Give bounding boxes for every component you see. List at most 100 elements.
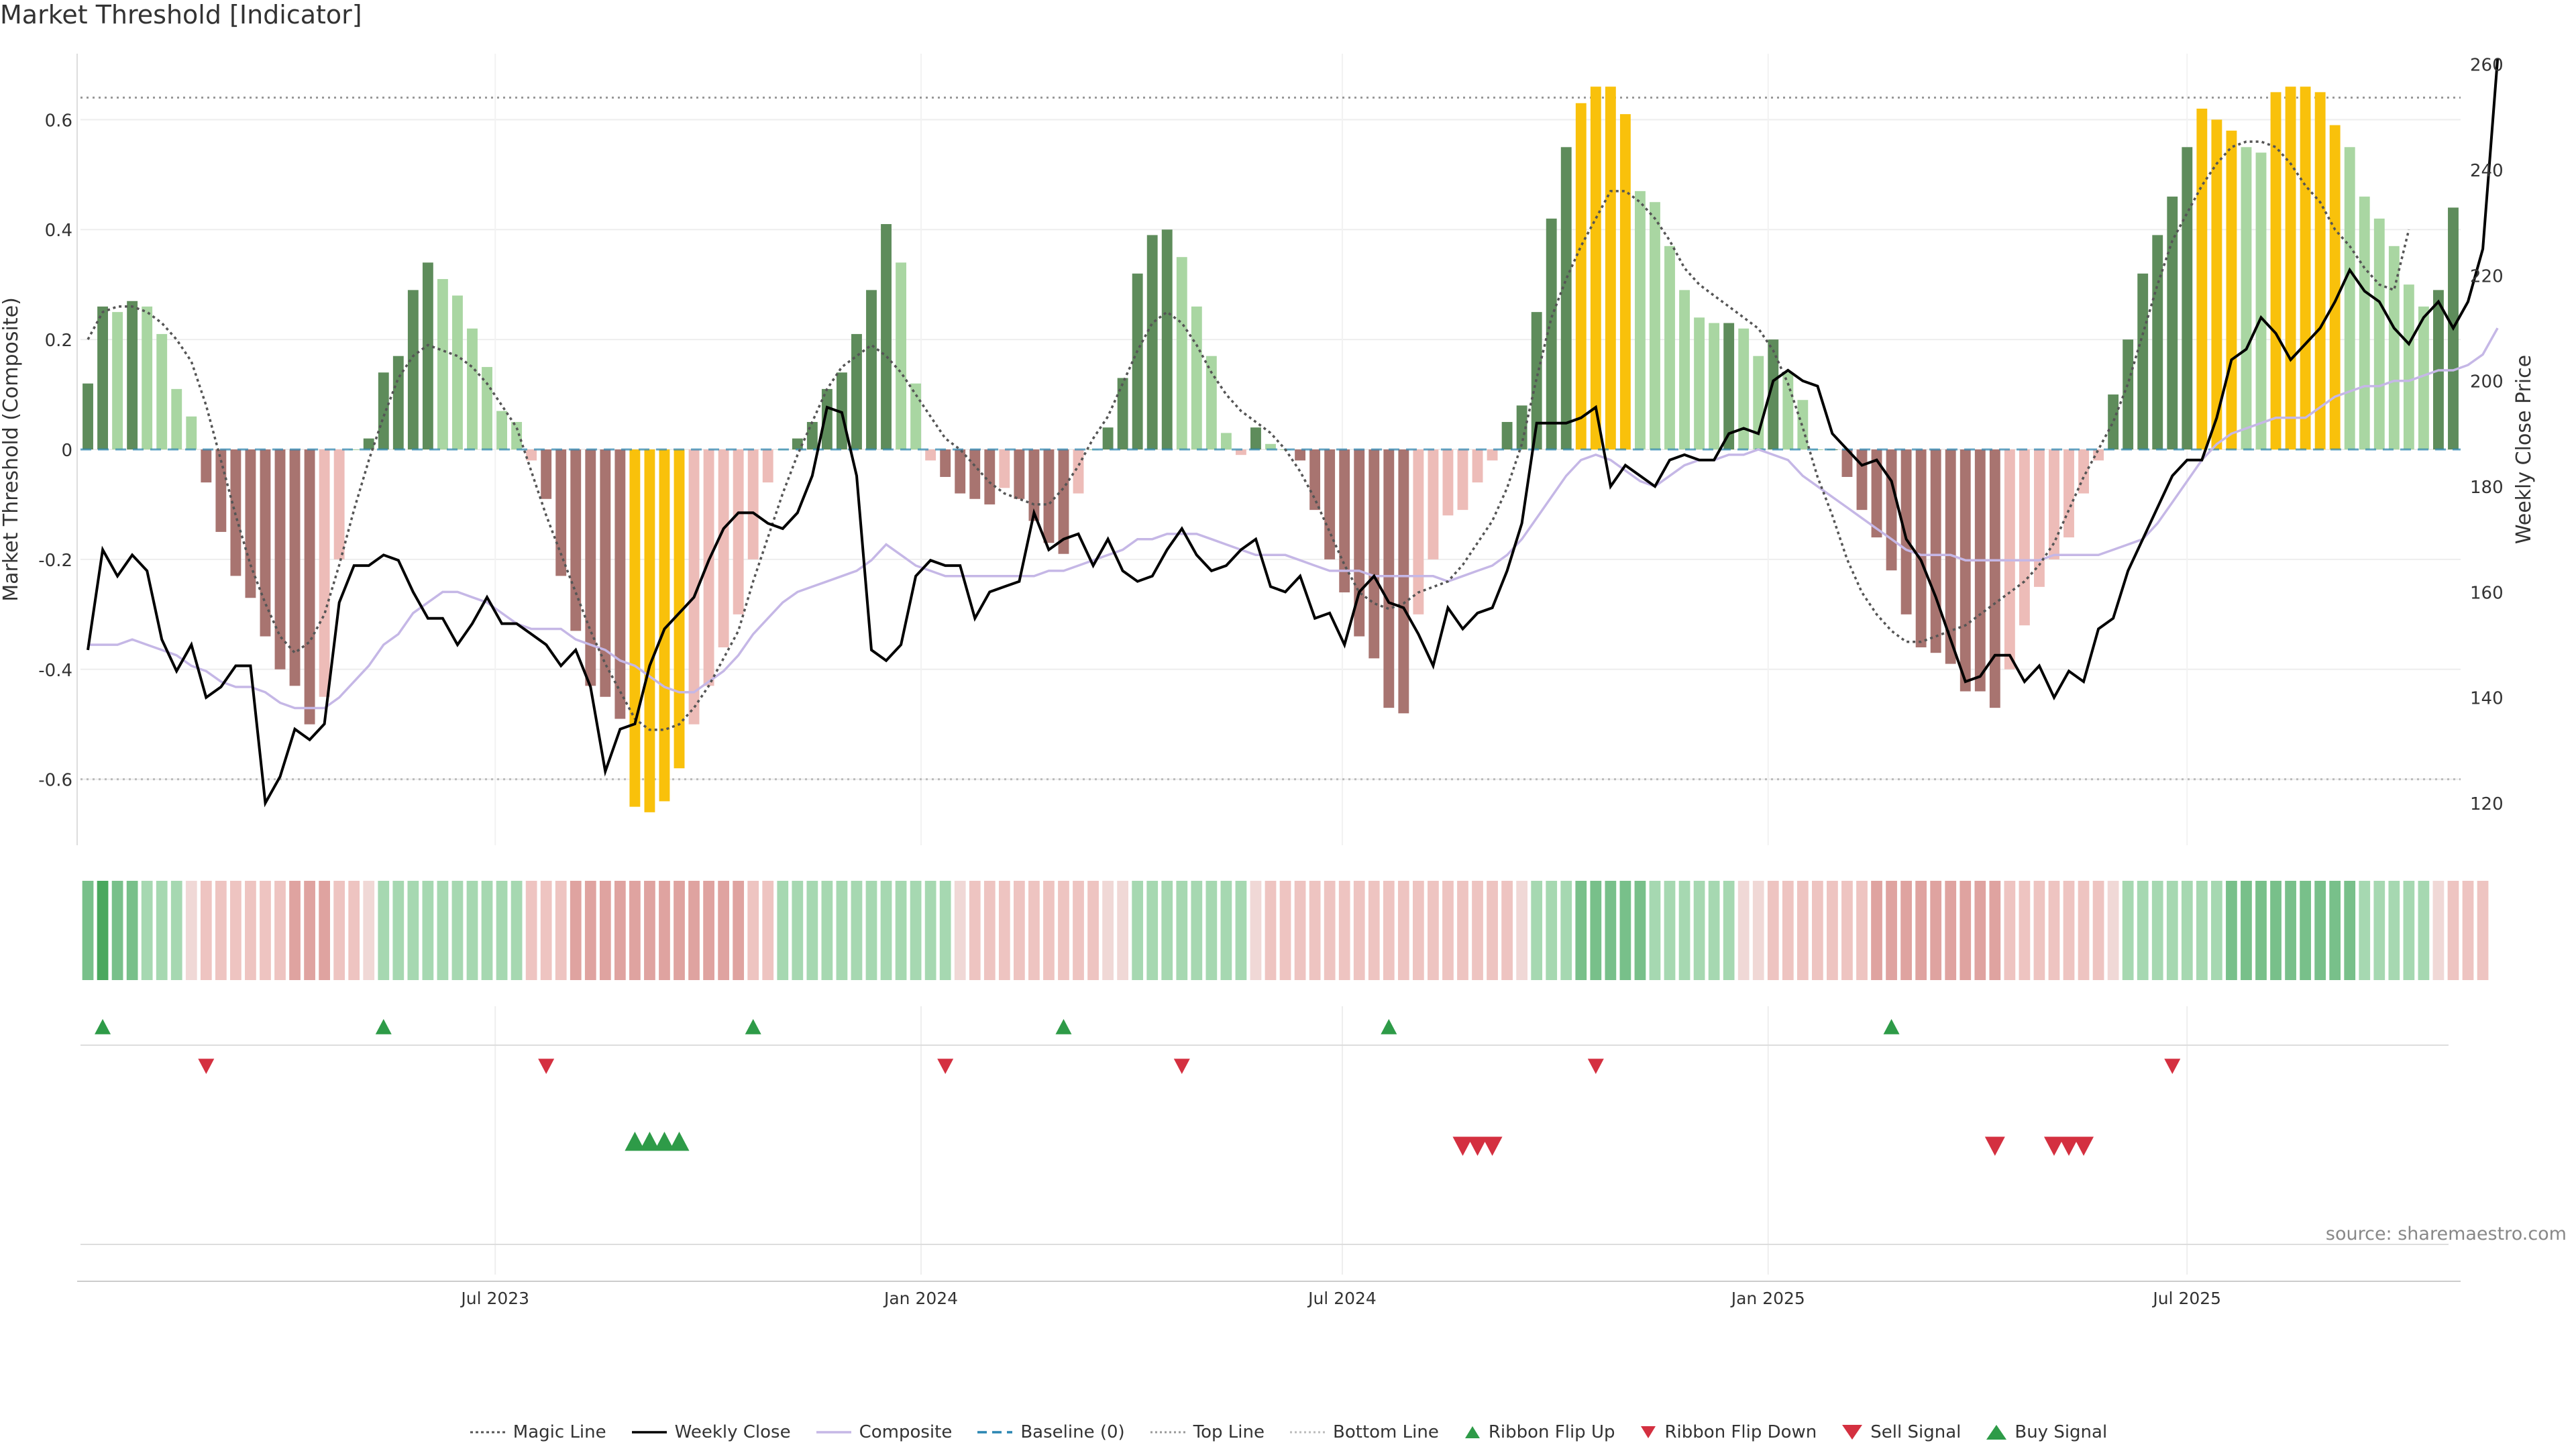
flip-up-triangle-icon: [1464, 1426, 1480, 1438]
composite-bar: [215, 449, 227, 532]
ribbon-cell: [584, 881, 596, 980]
legend-item-bottom: Bottom Line: [1289, 1422, 1439, 1442]
ribbon-cell: [333, 881, 345, 980]
composite-bar: [186, 416, 197, 449]
ribbon-cell: [2181, 881, 2193, 980]
composite-bar: [585, 449, 596, 686]
ribbon-cell: [378, 881, 390, 980]
ribbon-cell: [1073, 881, 1084, 980]
ribbon-cell: [422, 881, 434, 980]
composite-bar: [2300, 87, 2311, 449]
composite-bar: [304, 449, 315, 724]
ribbon-flip-down-marker: [538, 1059, 555, 1074]
composite-bar: [718, 449, 729, 647]
ribbon-cell: [2211, 881, 2222, 980]
sell-signal-marker: [2059, 1136, 2080, 1156]
ribbon-cell: [1472, 881, 1483, 980]
composite-bar: [363, 438, 374, 449]
ribbon-cell: [1856, 881, 1868, 980]
baseline-swatch: [977, 1431, 1013, 1434]
ribbon-cell: [969, 881, 981, 980]
composite-bar: [1634, 191, 1646, 449]
composite-bar: [541, 449, 552, 499]
legend-label: Magic Line: [513, 1422, 606, 1442]
composite-bar: [2123, 339, 2134, 449]
composite-bar: [2418, 306, 2429, 449]
ribbon-cell: [2033, 881, 2045, 980]
composite-bar: [1309, 449, 1321, 511]
ribbon-cell: [437, 881, 449, 980]
ribbon-cell: [570, 881, 582, 980]
flip-down-triangle-icon: [1641, 1426, 1656, 1438]
signals-panel: [80, 1019, 2449, 1245]
ribbon-cell: [1767, 881, 1779, 980]
ribbon-cell: [2063, 881, 2075, 980]
composite-bar: [1028, 449, 1040, 521]
ribbon-cell: [2048, 881, 2060, 980]
ribbon-cell: [2388, 881, 2400, 980]
composite-bar: [1590, 87, 1601, 449]
ribbon-cell: [1737, 881, 1750, 980]
composite-bar: [2285, 87, 2296, 449]
ribbon-cell: [1383, 881, 1395, 980]
composite-bar: [1709, 323, 1720, 449]
composite-bar: [1753, 356, 1764, 449]
composite-bar: [1146, 235, 1158, 449]
legend-item-buy: Buy Signal: [1985, 1422, 2107, 1442]
composite-bar: [674, 449, 685, 769]
composite-bar: [2152, 235, 2163, 449]
composite-bar: [392, 356, 404, 449]
ribbon-flip-down-marker: [198, 1059, 215, 1074]
composite-bar: [1413, 449, 1424, 614]
legend-item-baseline: Baseline (0): [976, 1422, 1125, 1442]
legend-label: Buy Signal: [2015, 1422, 2108, 1442]
sell-signal-marker: [1452, 1136, 1473, 1156]
ribbon-cell: [1531, 881, 1543, 980]
ribbon-cell: [983, 881, 996, 980]
ribbon-cell: [2241, 881, 2252, 980]
ribbon-cell: [1989, 881, 2001, 980]
source-credit: source: sharemaestro.com: [2325, 1224, 2567, 1244]
ribbon-cell: [111, 881, 123, 980]
composite-bar: [1043, 449, 1055, 543]
ribbon-cell: [1250, 881, 1262, 980]
composite-bar: [629, 449, 641, 807]
composite-bar: [260, 449, 271, 637]
ribbon-cell: [2078, 881, 2090, 980]
ribbon-cell: [126, 881, 138, 980]
ribbon-cell: [747, 881, 759, 980]
ribbon-flip-up-marker: [375, 1019, 392, 1034]
y-tick-label: 0.6: [45, 111, 72, 131]
ribbon-cell: [2373, 881, 2385, 980]
magic-line-swatch: [470, 1431, 505, 1434]
composite-bar: [333, 449, 345, 559]
ribbon-cell: [718, 881, 729, 980]
y-tick-label: 0: [61, 441, 72, 461]
composite-bar: [1220, 433, 1232, 449]
composite-bar: [274, 449, 286, 669]
ribbon-cell: [954, 881, 966, 980]
composite-bar: [733, 449, 744, 614]
ribbon-cell: [880, 881, 892, 980]
ribbon-cell: [170, 881, 182, 980]
composite-bar: [1664, 246, 1675, 449]
ribbon-cell: [1605, 881, 1617, 980]
ribbon-flip-up-marker: [745, 1019, 761, 1034]
x-tick-label: Jul 2023: [460, 1289, 529, 1308]
ribbon-cell: [2462, 881, 2474, 980]
ribbon-flip-down-marker: [2164, 1059, 2181, 1074]
buy-signal-marker: [639, 1132, 660, 1151]
ribbon-cell: [1146, 881, 1159, 980]
composite-bar: [1368, 449, 1380, 659]
composite-bar: [1472, 449, 1483, 483]
composite-bar: [467, 328, 478, 449]
ribbon-cell: [599, 881, 611, 980]
composite-bar: [925, 449, 936, 461]
ribbon-cell: [1812, 881, 1823, 980]
ribbon-cell: [1368, 881, 1380, 980]
ribbon-cell: [1205, 881, 1218, 980]
legend-label: Ribbon Flip Up: [1488, 1422, 1615, 1442]
composite-bar: [1619, 114, 1631, 449]
ribbon-cell: [659, 881, 670, 980]
sell-triangle-icon: [1842, 1425, 1863, 1440]
